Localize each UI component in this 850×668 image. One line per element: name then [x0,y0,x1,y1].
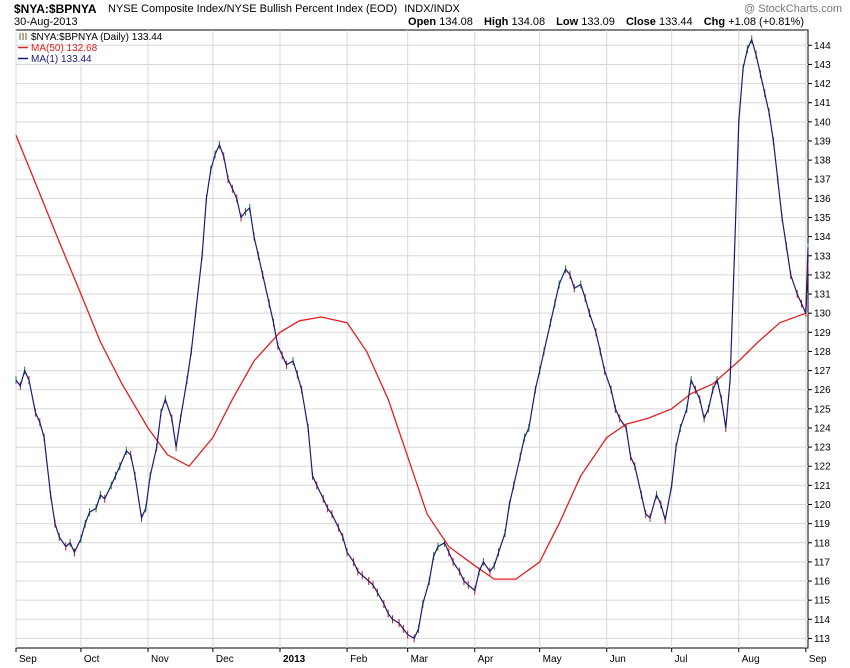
y-tick-label: 115 [814,596,830,607]
legend-swatch [19,33,27,40]
x-axis: Sep Oct Nov Dec 2013 Feb Mar Apr May Jun Jul Aug Sep [15,648,827,665]
chart-date: 30-Aug-2013 [14,16,78,28]
x-tick-label: Aug [742,654,760,665]
x-tick-label: Mar [411,654,429,665]
y-tick-label: 131 [814,290,831,301]
ticker-symbol: $NYA:$BPNYA [14,2,97,16]
y-tick-label: 119 [814,519,830,530]
y-axis: 113 114 115 116 117 118 119 120 121 122 123 124 125 1… [808,41,831,645]
y-tick-label: 124 [814,423,831,434]
y-tick-label: 114 [814,615,830,626]
y-tick-label: 133 [814,251,831,262]
y-tick-label: 134 [814,232,831,243]
x-tick-label: 2013 [283,654,306,665]
close-value: 133.44 [658,16,693,28]
y-tick-label: 125 [814,404,831,415]
y-tick-label: 121 [814,481,831,492]
y-tick-label: 130 [814,309,831,320]
x-tick-label: Dec [216,654,234,665]
y-tick-label: 139 [814,136,831,147]
price-line [15,37,809,640]
y-tick-label: 113 [814,634,830,645]
x-tick-label: Apr [478,654,494,665]
plot-area [15,29,809,649]
ma50-line [15,134,809,580]
low-value: 133.09 [581,16,615,28]
y-tick-label: 135 [814,213,831,224]
y-tick-label: 118 [814,538,830,549]
y-tick-label: 140 [814,117,831,128]
description-text: NYSE Composite Index/NYSE Bullish Percen… [108,3,398,15]
y-tick-label: 123 [814,443,831,454]
legend-label: $NYA:$BPNYA (Daily) 133.44 [31,32,163,43]
x-tick-label: Jul [675,654,688,665]
legend-label: MA(1) 133.44 [31,54,92,65]
y-tick-label: 132 [814,270,831,281]
y-tick-label: 141 [814,98,831,109]
ohlc-readout: Open 134.08 High 134.08 Low 133.09 Close… [408,16,804,28]
x-tick-label: Nov [151,654,169,665]
y-tick-label: 136 [814,194,831,205]
y-tick-label: 143 [814,60,831,71]
watermark: @ StockCharts.com [744,3,842,15]
y-tick-label: 129 [814,328,831,339]
y-tick-label: 120 [814,500,831,511]
close-label: Close [625,16,656,28]
series-layer [15,35,809,643]
chg-label: Chg [703,16,726,28]
x-tick-label: Oct [84,654,100,665]
y-tick-label: 128 [814,347,831,358]
low-label: Low [556,16,579,28]
x-tick-label: Jun [610,654,626,665]
y-tick-label: 138 [814,156,831,167]
y-tick-label: 127 [814,366,831,377]
high-label: High [483,16,509,28]
x-tick-label: Sep [809,654,827,665]
y-tick-label: 117 [814,557,830,568]
y-tick-label: 122 [814,462,831,473]
y-tick-label: 126 [814,385,831,396]
x-tick-label: May [543,654,562,665]
y-tick-label: 137 [814,175,831,186]
x-tick-label: Sep [19,654,37,665]
open-label: Open [408,16,437,28]
high-value: 134.08 [511,16,546,28]
y-tick-label: 144 [814,41,831,52]
chart-description: NYSE Composite Index/NYSE Bullish Percen… [108,3,460,15]
y-tick-label: 142 [814,79,831,90]
chg-value: +1.08 (+0.81%) [728,16,804,28]
exchange-text: INDX/INDX [404,3,460,15]
open-value: 134.08 [439,16,473,28]
x-tick-label: Feb [350,654,368,665]
y-tick-label: 116 [814,577,830,588]
legend-label: MA(50) 132.68 [31,43,98,54]
